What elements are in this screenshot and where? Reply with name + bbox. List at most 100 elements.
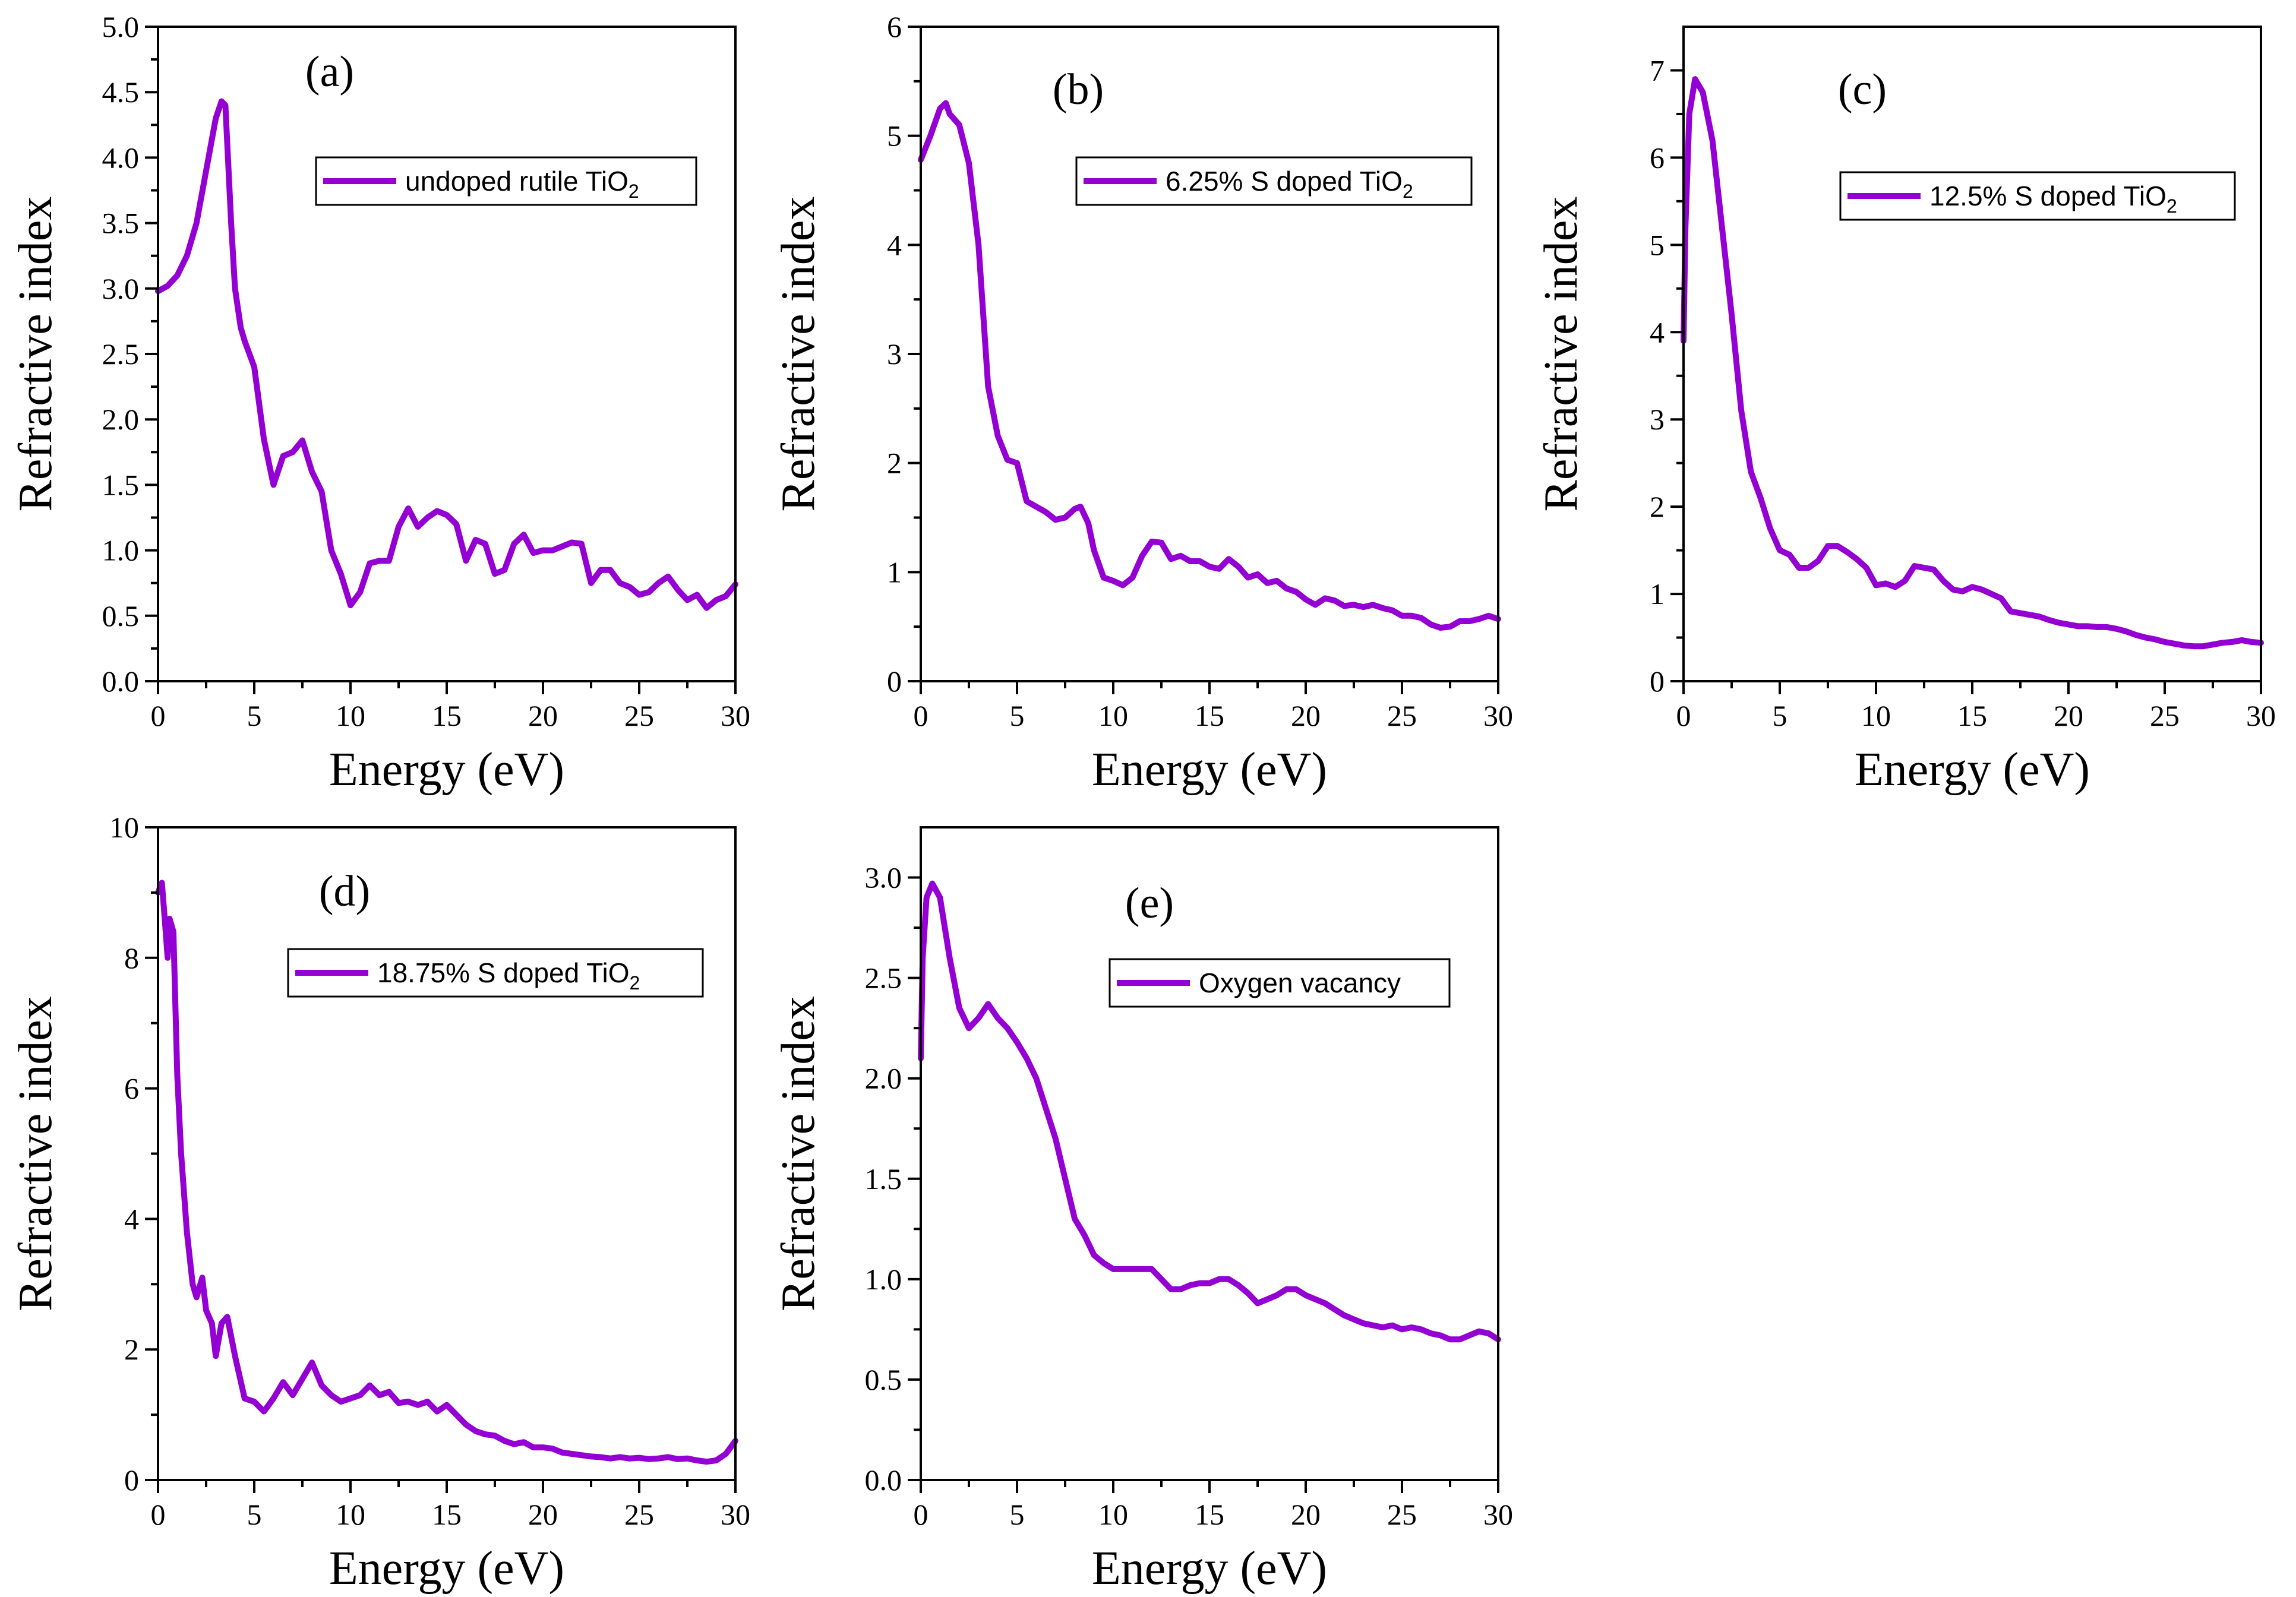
panel-d-x-tick-label: 25 xyxy=(624,1498,654,1531)
panel-a-y-tick-label: 4.5 xyxy=(102,75,140,109)
panel-b-x-tick-label: 10 xyxy=(1098,699,1128,732)
panel-b-legend-text: 6.25% S doped TiO2 xyxy=(1166,166,1413,202)
panel-d-ticks: 0 5 10 15 20 25 30 0 2 4 6 8 10 xyxy=(109,811,750,1531)
panel-a-y-tick-label: 1.0 xyxy=(102,534,140,567)
panel-c-legend: 12.5% S doped TiO2 xyxy=(1839,171,2236,221)
panel-a-x-tick-label: 5 xyxy=(247,699,262,732)
panel-e-x-tick-label: 10 xyxy=(1098,1498,1128,1531)
panel-d-x-axis-title: Energy (eV) xyxy=(329,1542,564,1595)
panel-c-y-tick-label: 2 xyxy=(1650,490,1665,523)
panel-c-y-tick-label: 5 xyxy=(1650,228,1665,261)
panel-d-y-tick-label: 2 xyxy=(124,1333,139,1366)
panel-e-y-tick-label: 0.5 xyxy=(865,1363,902,1396)
panel-c: 0 5 10 15 20 25 30 0 1 2 3 4 5 6 7 (c) 12.5% S doped T… xyxy=(1535,26,2276,796)
panel-b-y-tick-label: 6 xyxy=(887,10,902,43)
panel-a-legend-subscript: 2 xyxy=(629,181,639,202)
panel-d-x-tick-label: 10 xyxy=(336,1498,365,1531)
panel-b-x-axis-title: Energy (eV) xyxy=(1092,744,1327,796)
panel-e-y-tick-label: 3.0 xyxy=(865,861,902,894)
panel-e-legend-main: Oxygen vacancy xyxy=(1199,967,1401,998)
panel-a-legend-main: undoped rutile TiO xyxy=(405,166,629,197)
panel-e-series-line xyxy=(918,880,1501,1343)
panel-a: 0 5 10 15 20 25 30 0.0 0.5 1.0 1.5 2.0 2.5 3.0 3.5 4.0 4… xyxy=(10,10,750,796)
panel-a-x-axis-title: Energy (eV) xyxy=(329,744,564,796)
panel-e-series xyxy=(918,880,1501,1343)
panel-e-label: (e) xyxy=(1125,879,1174,928)
panel-c-legend-text: 12.5% S doped TiO2 xyxy=(1929,181,2177,217)
panel-c-x-tick-label: 5 xyxy=(1773,699,1787,732)
panel-e-y-tick-label: 0.0 xyxy=(865,1463,902,1497)
panel-b-x-tick-label: 20 xyxy=(1291,699,1321,732)
panel-e-ticks: 0 5 10 15 20 25 30 0.0 0.5 1.0 1.5 2.0 2.5 3.0 xyxy=(865,861,1514,1531)
panel-d-y-tick-label: 0 xyxy=(124,1463,139,1497)
panel-b-legend-main: 6.25% S doped TiO xyxy=(1166,166,1403,197)
panel-e-x-tick-label: 5 xyxy=(1010,1498,1025,1531)
panel-d-y-tick-label: 10 xyxy=(109,811,139,844)
panel-e-legend: Oxygen vacancy xyxy=(1108,958,1451,1008)
panel-d-y-tick-label: 4 xyxy=(124,1202,139,1235)
panel-b-series-line xyxy=(918,100,1501,631)
panel-d-x-tick-label: 20 xyxy=(528,1498,558,1531)
panel-c-x-tick-label: 15 xyxy=(1957,699,1987,732)
panel-d-legend-text: 18.75% S doped TiO2 xyxy=(377,957,640,994)
panel-a-y-tick-label: 3.5 xyxy=(102,207,140,240)
panel-c-x-tick-label: 30 xyxy=(2246,699,2276,732)
panel-d-y-axis-title: Refractive index xyxy=(10,996,62,1311)
panel-c-series-line xyxy=(1681,76,2264,650)
panel-c-y-axis-title: Refractive index xyxy=(1535,197,1587,512)
panel-e-y-tick-label: 2.0 xyxy=(865,1062,902,1095)
panel-c-y-tick-label: 0 xyxy=(1650,665,1665,698)
panel-b-x-tick-label: 0 xyxy=(914,699,928,732)
panel-b-y-tick-label: 0 xyxy=(887,665,902,698)
panel-b-label: (b) xyxy=(1053,65,1104,114)
panel-d-series-line xyxy=(155,880,738,1465)
panel-c-series xyxy=(1681,76,2264,650)
panel-a-x-tick-label: 0 xyxy=(151,699,166,732)
panel-e-x-tick-label: 30 xyxy=(1483,1498,1513,1531)
panel-d-x-tick-label: 0 xyxy=(151,1498,166,1531)
panel-d-series xyxy=(155,880,738,1465)
panel-c-y-tick-label: 4 xyxy=(1650,315,1665,349)
panel-e-legend-text: Oxygen vacancy xyxy=(1199,967,1401,998)
panel-c-label: (c) xyxy=(1838,65,1887,114)
panel-e-y-tick-label: 1.0 xyxy=(865,1263,902,1296)
panel-a-legend-text: undoped rutile TiO2 xyxy=(405,166,639,202)
panel-b: 0 5 10 15 20 25 30 0 1 2 3 4 5 6 (b) 6.25% S doped Ti… xyxy=(772,10,1513,796)
panel-e-y-tick-label: 2.5 xyxy=(865,962,902,995)
panel-d-y-tick-label: 8 xyxy=(124,941,139,975)
panel-b-x-tick-label: 30 xyxy=(1483,699,1513,732)
panel-a-y-tick-label: 3.0 xyxy=(102,272,140,305)
panel-a-ticks: 0 5 10 15 20 25 30 0.0 0.5 1.0 1.5 2.0 2.5 3.0 3.5 4.0 4… xyxy=(102,10,751,732)
panel-a-x-tick-label: 10 xyxy=(336,699,365,732)
panel-b-ticks: 0 5 10 15 20 25 30 0 1 2 3 4 5 6 xyxy=(887,10,1513,732)
panel-c-x-tick-label: 20 xyxy=(2054,699,2083,732)
panel-d-legend-subscript: 2 xyxy=(630,972,640,994)
panel-b-x-tick-label: 5 xyxy=(1010,699,1025,732)
panel-a-label: (a) xyxy=(305,48,354,96)
panel-b-x-tick-label: 15 xyxy=(1195,699,1224,732)
panel-c-x-axis-title: Energy (eV) xyxy=(1855,744,2090,796)
panel-d-x-tick-label: 5 xyxy=(247,1498,262,1531)
panel-c-x-tick-label: 10 xyxy=(1861,699,1891,732)
panel-c-legend-main: 12.5% S doped TiO xyxy=(1929,181,2166,211)
panel-c-y-tick-label: 3 xyxy=(1650,403,1665,436)
panel-e: 0 5 10 15 20 25 30 0.0 0.5 1.0 1.5 2.0 2.5 3.0 (e) Ox… xyxy=(772,826,1514,1595)
panel-b-legend: 6.25% S doped TiO2 xyxy=(1075,156,1473,206)
panel-c-x-tick-label: 0 xyxy=(1676,699,1691,732)
panel-a-series-line xyxy=(155,98,738,611)
panel-e-x-tick-label: 0 xyxy=(914,1498,928,1531)
panel-a-y-tick-label: 5.0 xyxy=(102,10,140,43)
panel-b-y-tick-label: 1 xyxy=(887,555,902,589)
panel-a-y-tick-label: 1.5 xyxy=(102,468,140,501)
panel-d-legend-main: 18.75% S doped TiO xyxy=(377,957,630,988)
panel-a-x-tick-label: 30 xyxy=(721,699,750,732)
panel-c-ticks: 0 5 10 15 20 25 30 0 1 2 3 4 5 6 7 xyxy=(1650,53,2276,732)
panel-d: 0 5 10 15 20 25 30 0 2 4 6 8 10 (d) 18.75% S doped T… xyxy=(10,811,750,1595)
panel-d-x-tick-label: 15 xyxy=(432,1498,462,1531)
panel-a-y-tick-label: 0.5 xyxy=(102,599,140,633)
panel-b-y-tick-label: 2 xyxy=(887,447,902,480)
panel-a-x-tick-label: 15 xyxy=(432,699,462,732)
panel-c-y-tick-label: 7 xyxy=(1650,53,1665,87)
panel-e-y-axis-title: Refractive index xyxy=(772,996,825,1311)
panel-a-x-tick-label: 20 xyxy=(528,699,558,732)
